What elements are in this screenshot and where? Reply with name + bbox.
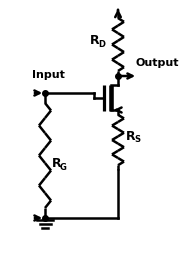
Text: Output: Output: [136, 58, 180, 68]
Text: R: R: [126, 130, 136, 143]
Text: R: R: [90, 34, 100, 47]
Text: Input: Input: [32, 70, 65, 80]
Text: S: S: [134, 135, 140, 145]
Text: D: D: [98, 40, 105, 49]
Text: G: G: [60, 163, 67, 172]
Text: R: R: [52, 157, 62, 170]
